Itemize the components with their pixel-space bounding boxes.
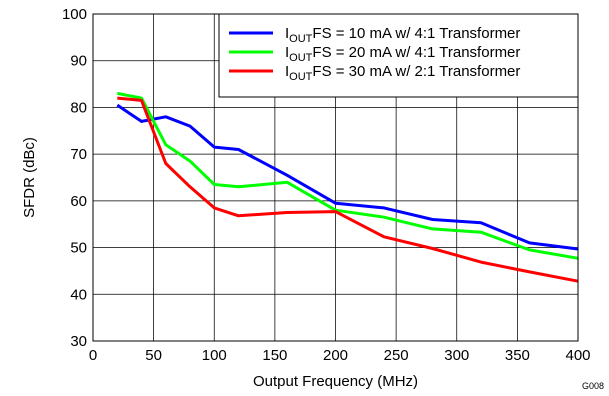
x-tick-label: 0 xyxy=(89,347,97,364)
y-tick-label: 30 xyxy=(70,333,87,350)
y-tick-label: 100 xyxy=(62,6,87,23)
y-tick-label: 90 xyxy=(70,53,87,70)
y-tick-label: 40 xyxy=(70,286,87,303)
x-tick-label: 200 xyxy=(323,347,348,364)
y-tick-label: 70 xyxy=(70,146,87,163)
x-tick-label: 400 xyxy=(565,347,590,364)
figure-id: G008 xyxy=(582,381,604,391)
series-line-1 xyxy=(116,103,579,251)
legend-label-3: IOUTFS = 30 mA w/ 2:1 Transformer xyxy=(285,63,520,83)
x-tick-label: 150 xyxy=(262,347,287,364)
legend-box xyxy=(218,13,579,98)
y-tick-label: 50 xyxy=(70,240,87,257)
x-tick-label: 300 xyxy=(444,347,469,364)
y-tick-label: 80 xyxy=(70,99,87,116)
series-line-2 xyxy=(117,91,579,260)
x-tick-label: 100 xyxy=(202,347,227,364)
x-tick-label: 50 xyxy=(145,347,162,364)
y-tick-label: 60 xyxy=(70,193,87,210)
legend-label-1: IOUTFS = 10 mA w/ 4:1 Transformer xyxy=(285,25,520,45)
axis-ticks: 0 50 100 150 200 250 300 350 400 30 40 50 60 70 80 90 10… xyxy=(62,6,591,364)
y-axis-title: SFDR (dBc) xyxy=(21,137,38,218)
x-tick-label: 350 xyxy=(505,347,530,364)
x-tick-label: 250 xyxy=(384,347,409,364)
series-lines xyxy=(116,91,579,283)
x-axis-title: Output Frequency (MHz) xyxy=(253,373,418,390)
series-line-3 xyxy=(117,96,579,283)
legend-label-2: IOUTFS = 20 mA w/ 4:1 Transformer xyxy=(285,44,520,64)
legend: IOUTFS = 10 mA w/ 4:1 TransformerIOUTFS … xyxy=(218,13,579,98)
